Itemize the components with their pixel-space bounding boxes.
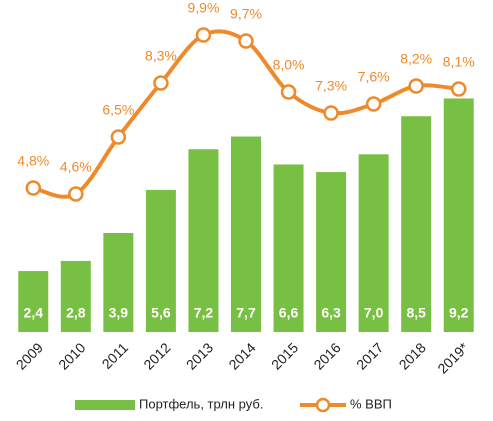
line-value-label: 4,8%: [17, 153, 49, 169]
bar-value-label: 3,9: [109, 305, 129, 321]
x-tick-label: 2015: [268, 339, 301, 372]
line-marker: [450, 81, 467, 97]
bar-value-label: 8,5: [406, 305, 426, 321]
line-value-label: 8,1%: [443, 54, 475, 70]
line-marker: [195, 27, 212, 43]
legend-swatch: [75, 400, 135, 410]
bar: [358, 154, 389, 332]
line-marker: [323, 105, 339, 121]
line-marker: [68, 186, 84, 202]
bar: [316, 172, 347, 332]
bar: [145, 189, 176, 332]
bar-value-label: 7,0: [364, 305, 384, 321]
line-value-label: 8,2%: [400, 51, 432, 67]
bar: [273, 164, 304, 332]
bar: [18, 271, 49, 332]
line-marker: [408, 78, 424, 94]
line-value-label: 6,5%: [102, 102, 134, 118]
bar-value-label: 6,6: [279, 305, 299, 321]
x-tick-label: 2009: [13, 339, 46, 372]
bar-value-label: 2,8: [66, 305, 86, 321]
bar: [401, 116, 432, 332]
line-marker: [280, 84, 297, 100]
line-value-label: 9,7%: [230, 6, 262, 22]
bar: [188, 149, 219, 332]
bar-value-label: 2,4: [24, 305, 44, 321]
legend-label: Портфель, трлн руб.: [139, 396, 263, 411]
x-tick-label: 2014: [225, 339, 258, 372]
bar: [443, 98, 474, 332]
line-marker: [110, 129, 127, 145]
line-value-label: 4,6%: [60, 159, 92, 175]
x-tick-label: 2010: [55, 339, 88, 372]
bar: [60, 260, 91, 332]
x-tick-label: 2016: [310, 339, 343, 372]
line-value-label: 8,3%: [145, 48, 177, 64]
bar-value-label: 6,3: [321, 305, 341, 321]
x-tick-label: 2018: [396, 339, 429, 372]
x-tick-label: 2012: [140, 339, 173, 372]
line-value-label: 7,6%: [358, 69, 390, 85]
legend-marker: [315, 397, 331, 413]
line-marker: [238, 33, 254, 49]
x-tick-label: 2019*: [434, 339, 472, 377]
line-value-label: 7,3%: [315, 78, 347, 94]
line-marker: [25, 180, 42, 196]
x-tick-label: 2011: [98, 339, 131, 372]
bar-value-label: 7,7: [236, 305, 256, 321]
bar-value-label: 5,6: [151, 305, 171, 321]
legend-label: % ВВП: [350, 396, 392, 411]
x-tick-label: 2013: [183, 339, 216, 372]
x-tick-label: 2017: [353, 339, 386, 372]
line-value-label: 9,9%: [187, 0, 219, 16]
line-marker: [153, 75, 169, 91]
line-value-label: 8,0%: [273, 57, 305, 73]
bar: [231, 136, 261, 332]
bar-value-label: 9,2: [449, 305, 469, 321]
line-marker: [365, 96, 382, 112]
bar: [103, 233, 134, 332]
bar-value-label: 7,2: [194, 305, 214, 321]
